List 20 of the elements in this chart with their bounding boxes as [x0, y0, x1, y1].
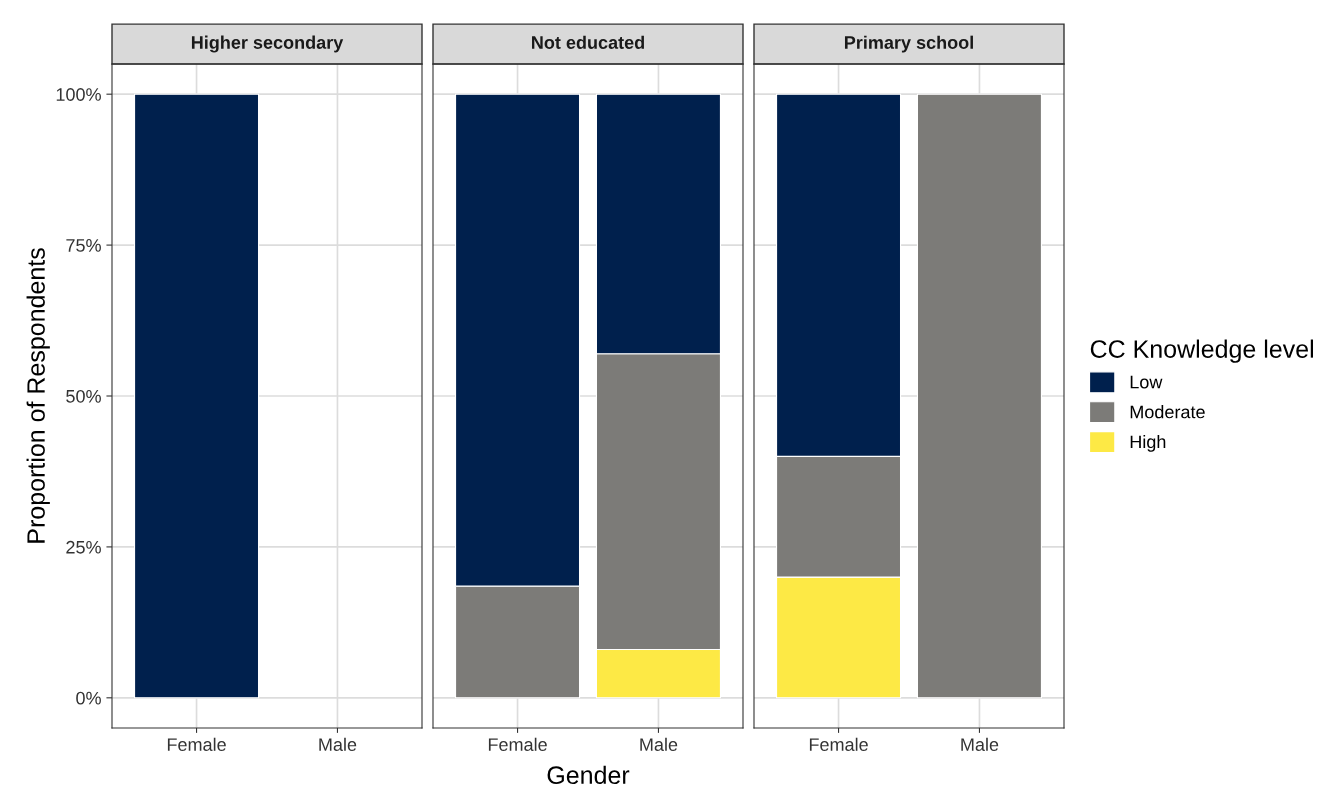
x-tick-label: Male: [319, 737, 357, 751]
x-tick-label: Male: [961, 737, 999, 751]
y-tick-label: 0%: [76, 691, 101, 705]
y-axis-title: Proportion of Respondents: [26, 248, 50, 543]
x-tick-label: Male: [640, 737, 678, 751]
chart-title: Higher secondary: [191, 35, 344, 53]
y-tick-label: 100%: [56, 88, 101, 101]
y-tick-label: 25%: [66, 540, 101, 554]
legend-label: High: [1130, 434, 1166, 452]
chart-title: Not educated: [532, 35, 644, 49]
legend-title: CC Knowledge level: [1090, 339, 1313, 363]
x-axis-title: Gender: [547, 765, 630, 785]
legend-label: Low: [1130, 375, 1163, 389]
legend-label: Moderate: [1130, 405, 1205, 419]
x-tick-label: Female: [809, 737, 868, 751]
x-tick-label: Female: [488, 737, 547, 751]
chart-title: Primary school: [844, 35, 973, 53]
y-tick-label: 50%: [66, 389, 101, 403]
x-tick-label: Female: [167, 737, 226, 751]
y-tick-label: 75%: [66, 239, 101, 252]
